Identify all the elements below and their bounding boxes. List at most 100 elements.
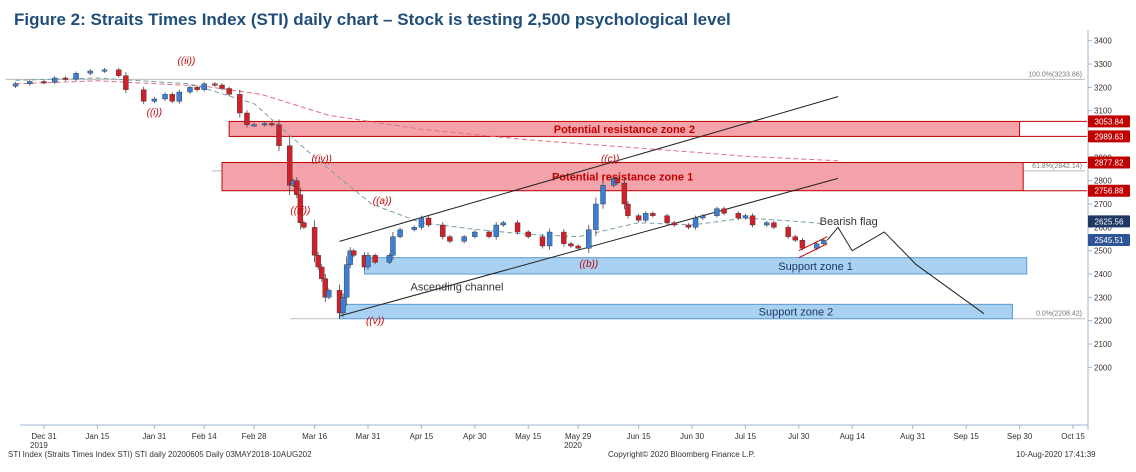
- footer-timestamp: 10-Aug-2020 17:41:39: [1016, 450, 1096, 459]
- candle: [525, 231, 531, 237]
- candle: [440, 224, 446, 237]
- candle: [546, 231, 553, 247]
- support-zone: [339, 303, 1013, 320]
- y-tick-label: 2800: [1094, 177, 1112, 186]
- candle: [365, 255, 371, 268]
- support-zone: [363, 257, 1028, 275]
- candle: [262, 123, 268, 126]
- candle: [51, 77, 58, 83]
- wave-label: ((v)): [366, 316, 384, 327]
- resistance-zone: [228, 120, 1021, 137]
- chart-annotation: Bearish flag: [820, 216, 878, 228]
- x-tick-label: Sep 30: [1007, 432, 1033, 441]
- candle: [486, 231, 492, 237]
- x-tick-label: Jun 15: [627, 432, 652, 441]
- candle: [201, 83, 207, 90]
- candle: [73, 73, 79, 80]
- candle: [625, 203, 631, 216]
- footer-copyright: Copyright© 2020 Bloomberg Finance L.P.: [608, 450, 756, 459]
- price-tag: [1088, 215, 1130, 228]
- x-tick-label: Oct 15: [1061, 432, 1085, 441]
- candle: [425, 217, 432, 226]
- y-tick-label: 3300: [1094, 60, 1112, 69]
- y-tick-label: 2600: [1094, 223, 1112, 232]
- candle: [322, 278, 328, 298]
- candle: [735, 213, 742, 219]
- candle: [194, 87, 200, 90]
- wave-label: ((b)): [579, 259, 598, 270]
- candle: [821, 239, 827, 244]
- candle: [116, 69, 122, 76]
- candle: [714, 208, 720, 216]
- candle: [294, 180, 300, 195]
- candle: [41, 81, 47, 84]
- candle: [621, 182, 628, 205]
- candle: [101, 69, 108, 72]
- candle: [700, 215, 706, 219]
- x-tick-label: May 15: [515, 432, 542, 441]
- wave-label: ((c)): [601, 154, 619, 165]
- wave-label: ((a)): [373, 196, 392, 207]
- y-tick-label: 2000: [1094, 363, 1112, 372]
- y-tick-label: 2300: [1094, 293, 1112, 302]
- price-tag-label: 3053.84: [1095, 117, 1124, 126]
- candle: [664, 215, 670, 223]
- candle: [297, 194, 304, 223]
- candle: [785, 227, 791, 237]
- candle: [764, 222, 770, 226]
- candle: [650, 213, 656, 216]
- bearish-flag-line: [798, 243, 828, 259]
- candle: [472, 231, 478, 237]
- fib-label: 100.0%(3233.86): [1028, 71, 1082, 78]
- moving-average-long: [15, 80, 839, 162]
- price-tag-label: 2756.88: [1095, 187, 1124, 196]
- x-tick-label: Mar 31: [356, 432, 381, 441]
- candle: [269, 123, 275, 126]
- candle: [286, 145, 293, 186]
- candle: [62, 77, 69, 80]
- candle: [226, 88, 232, 95]
- moving-average-short: [15, 77, 824, 238]
- y-tick-label: 2400: [1094, 270, 1112, 279]
- x-tick-label: Apr 15: [410, 432, 434, 441]
- candle: [685, 224, 692, 228]
- price-tag: [1088, 156, 1130, 169]
- candle: [169, 94, 175, 102]
- candle: [742, 215, 749, 219]
- figure-title: Figure 2: Straits Times Index (STI) dail…: [14, 10, 731, 29]
- candle: [140, 89, 147, 102]
- x-tick-label: Feb 14: [192, 432, 217, 441]
- x-tick-label: Jan 15: [85, 432, 110, 441]
- candle: [561, 231, 567, 244]
- candle: [593, 203, 599, 230]
- candle: [343, 264, 350, 298]
- price-tag-label: 2545.51: [1095, 236, 1124, 245]
- candle: [326, 290, 332, 298]
- candle: [251, 124, 257, 127]
- candle: [151, 98, 158, 102]
- support-zone-label: Support zone 1: [778, 261, 853, 273]
- y-tick-label: 2500: [1094, 247, 1112, 256]
- price-tag: [1088, 130, 1130, 143]
- x-tick-label: Apr 30: [463, 432, 487, 441]
- candle: [87, 70, 93, 74]
- candle: [176, 91, 183, 102]
- price-tag-label: 2989.63: [1095, 132, 1124, 141]
- candle: [692, 217, 699, 228]
- candle: [351, 250, 357, 256]
- x-tick-year: 2020: [564, 441, 582, 450]
- candle: [586, 229, 592, 249]
- candle: [212, 83, 218, 86]
- resistance-zone-label: Potential resistance zone 1: [552, 172, 693, 184]
- price-tag: [1088, 184, 1130, 197]
- candle: [187, 87, 193, 93]
- x-tick-label: Jul 15: [735, 432, 757, 441]
- x-tick-label: Jun 30: [680, 432, 705, 441]
- x-tick-label: Jul 30: [788, 432, 810, 441]
- price-tag-label: 2877.82: [1095, 159, 1124, 168]
- candle: [276, 124, 282, 146]
- resistance-zone-label: Potential resistance zone 2: [554, 124, 695, 136]
- candle: [643, 213, 649, 221]
- candle: [315, 255, 321, 268]
